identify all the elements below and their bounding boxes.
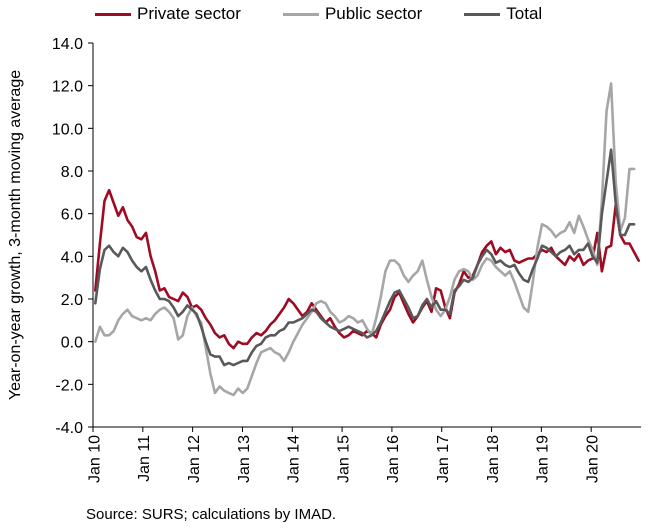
- legend-swatch-total: [464, 12, 501, 16]
- x-tick-label: Jan 18: [485, 435, 502, 483]
- x-tick-label: Jan 16: [385, 435, 402, 483]
- y-tick-label: 8.0: [61, 164, 83, 181]
- legend-swatch-private: [95, 12, 131, 16]
- chart-legend: Private sector Public sector Total: [95, 4, 542, 24]
- legend-label-public: Public sector: [324, 4, 423, 23]
- x-tick-label: Jan 13: [236, 435, 253, 483]
- series-line-private-sector: [94, 188, 640, 350]
- series-line-total: [94, 148, 636, 367]
- x-tick-label: Jan 11: [136, 435, 153, 482]
- y-tick-label: 6.0: [61, 207, 83, 224]
- y-tick-label: -4.0: [55, 420, 83, 437]
- y-tick-label: 0.0: [61, 335, 83, 352]
- x-tick-label: Jan 14: [286, 435, 303, 483]
- legend-label-total: Total: [506, 4, 543, 23]
- legend-item-private: Private sector: [95, 4, 241, 24]
- series-line-public-sector: [94, 82, 636, 397]
- y-tick-label: -2.0: [55, 377, 83, 394]
- y-tick-label: 10.0: [52, 121, 83, 138]
- x-tick-label: Jan 10: [86, 435, 103, 483]
- legend-swatch-public: [282, 12, 319, 16]
- legend-item-public: Public sector: [282, 4, 423, 24]
- legend-label-private: Private sector: [137, 4, 241, 23]
- x-tick-label: Jan 12: [186, 435, 203, 483]
- y-tick-label: 12.0: [52, 79, 83, 96]
- y-tick-label: 14.0: [52, 36, 83, 53]
- x-tick-label: Jan 17: [435, 435, 452, 483]
- x-tick-label: Jan 15: [335, 435, 352, 483]
- x-tick-label: Jan 19: [535, 435, 552, 483]
- legend-item-total: Total: [464, 4, 542, 24]
- y-tick-label: 4.0: [61, 249, 83, 266]
- x-tick-label: Jan 20: [584, 435, 601, 483]
- y-tick-label: 2.0: [61, 292, 83, 309]
- source-note: Source: SURS; calculations by IMAD.: [86, 506, 337, 523]
